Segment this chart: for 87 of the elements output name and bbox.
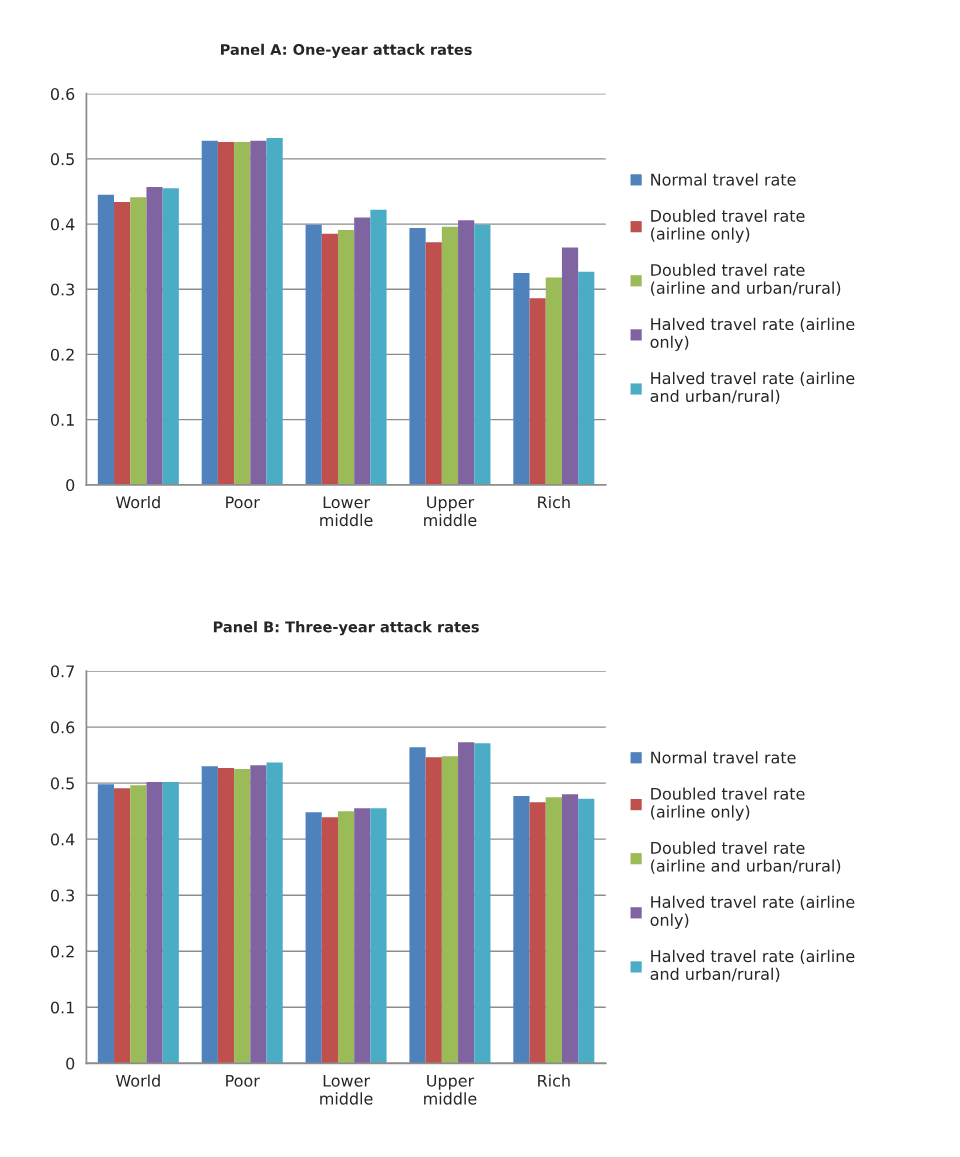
bar bbox=[97, 194, 115, 485]
bar bbox=[370, 209, 387, 485]
bar bbox=[441, 226, 459, 485]
bar bbox=[201, 766, 218, 1064]
legend-label: Halved travel rate (airline and urban/rural) bbox=[650, 949, 855, 982]
bar bbox=[305, 224, 322, 485]
bar bbox=[337, 811, 355, 1064]
legend-label: Doubled travel rate (airline only) bbox=[651, 787, 805, 821]
bar bbox=[217, 141, 235, 485]
y-tick-label: 0.7 bbox=[50, 665, 74, 678]
y-tick-label: 0 bbox=[66, 1057, 75, 1070]
bar bbox=[337, 229, 355, 485]
bar bbox=[266, 138, 283, 485]
y-tick-label: 0 bbox=[66, 479, 75, 492]
legend-label: Halved travel rate (airline and urban/rural) bbox=[650, 371, 855, 404]
bar bbox=[305, 812, 322, 1064]
bar bbox=[370, 808, 387, 1064]
bar bbox=[474, 224, 491, 485]
y-tick-label: 0.1 bbox=[50, 1001, 74, 1014]
y-tick-label: 0.6 bbox=[50, 721, 75, 734]
bar bbox=[409, 747, 426, 1064]
y-tick-label: 0.1 bbox=[50, 413, 74, 426]
bar bbox=[321, 817, 338, 1064]
bar bbox=[458, 220, 475, 485]
bar bbox=[114, 201, 131, 485]
bar bbox=[130, 197, 147, 485]
bar bbox=[545, 797, 562, 1064]
bar bbox=[513, 272, 530, 485]
bar bbox=[529, 802, 546, 1064]
x-tick-label: Poor bbox=[226, 496, 260, 509]
legend-label: Doubled travel rate (airline and urban/rural) bbox=[651, 841, 841, 874]
x-tick-label: Rich bbox=[538, 495, 570, 509]
x-tick-label: World bbox=[115, 1074, 160, 1087]
y-tick-label: 0.3 bbox=[50, 889, 75, 902]
y-tick-label: 0.4 bbox=[50, 218, 75, 231]
bar bbox=[354, 217, 371, 485]
y-tick-label: 0.5 bbox=[50, 777, 74, 790]
y-tick-label: 0.6 bbox=[50, 87, 75, 101]
bar bbox=[97, 784, 115, 1064]
bar bbox=[513, 796, 530, 1064]
bar bbox=[114, 788, 131, 1064]
legend-label: Halved travel rate (airline only) bbox=[650, 895, 855, 930]
bar bbox=[266, 762, 283, 1064]
x-tick-label: Poor bbox=[226, 1074, 260, 1087]
bar bbox=[162, 782, 179, 1064]
x-tick-label: Upper middle bbox=[424, 496, 477, 527]
legend-label: Doubled travel rate (airline only) bbox=[651, 209, 805, 243]
x-tick-label: World bbox=[115, 495, 160, 509]
bar bbox=[441, 756, 459, 1064]
bar bbox=[529, 298, 546, 485]
y-tick-label: 0.2 bbox=[50, 348, 74, 361]
bar bbox=[561, 794, 579, 1064]
bar bbox=[146, 186, 163, 485]
bar bbox=[545, 277, 562, 485]
bar bbox=[561, 247, 579, 485]
bar bbox=[130, 785, 147, 1064]
bar bbox=[201, 140, 218, 485]
bar bbox=[474, 743, 491, 1064]
bar bbox=[409, 227, 426, 485]
bar bbox=[425, 242, 442, 485]
bar bbox=[458, 742, 475, 1064]
x-tick-label: Lower middle bbox=[320, 1074, 373, 1105]
chart-title: Panel A: One-year attack rates bbox=[221, 43, 472, 58]
x-tick-label: Rich bbox=[538, 1074, 570, 1087]
bar bbox=[146, 782, 163, 1064]
bar bbox=[162, 188, 179, 485]
y-tick-label: 0.2 bbox=[50, 945, 74, 958]
bar bbox=[321, 233, 338, 485]
legend-label: Normal travel rate bbox=[651, 173, 796, 186]
y-tick-label: 0.3 bbox=[50, 283, 75, 296]
legend-label: Doubled travel rate (airline and urban/rural) bbox=[651, 263, 841, 296]
bar bbox=[250, 765, 267, 1064]
bar bbox=[578, 798, 595, 1064]
bar bbox=[234, 141, 251, 485]
bar bbox=[578, 271, 595, 485]
y-tick-label: 0.5 bbox=[50, 153, 74, 166]
y-tick-label: 0.4 bbox=[50, 833, 75, 846]
chart-title: Panel B: Three-year attack rates bbox=[213, 621, 479, 636]
bar bbox=[217, 768, 235, 1064]
x-tick-label: Upper middle bbox=[424, 1074, 477, 1105]
x-tick-label: Lower middle bbox=[320, 496, 373, 527]
bar bbox=[425, 757, 442, 1064]
legend-label: Normal travel rate bbox=[651, 751, 796, 764]
bar bbox=[234, 769, 251, 1064]
legend-label: Halved travel rate (airline only) bbox=[650, 317, 855, 352]
bar bbox=[354, 808, 371, 1064]
bar bbox=[250, 140, 267, 485]
